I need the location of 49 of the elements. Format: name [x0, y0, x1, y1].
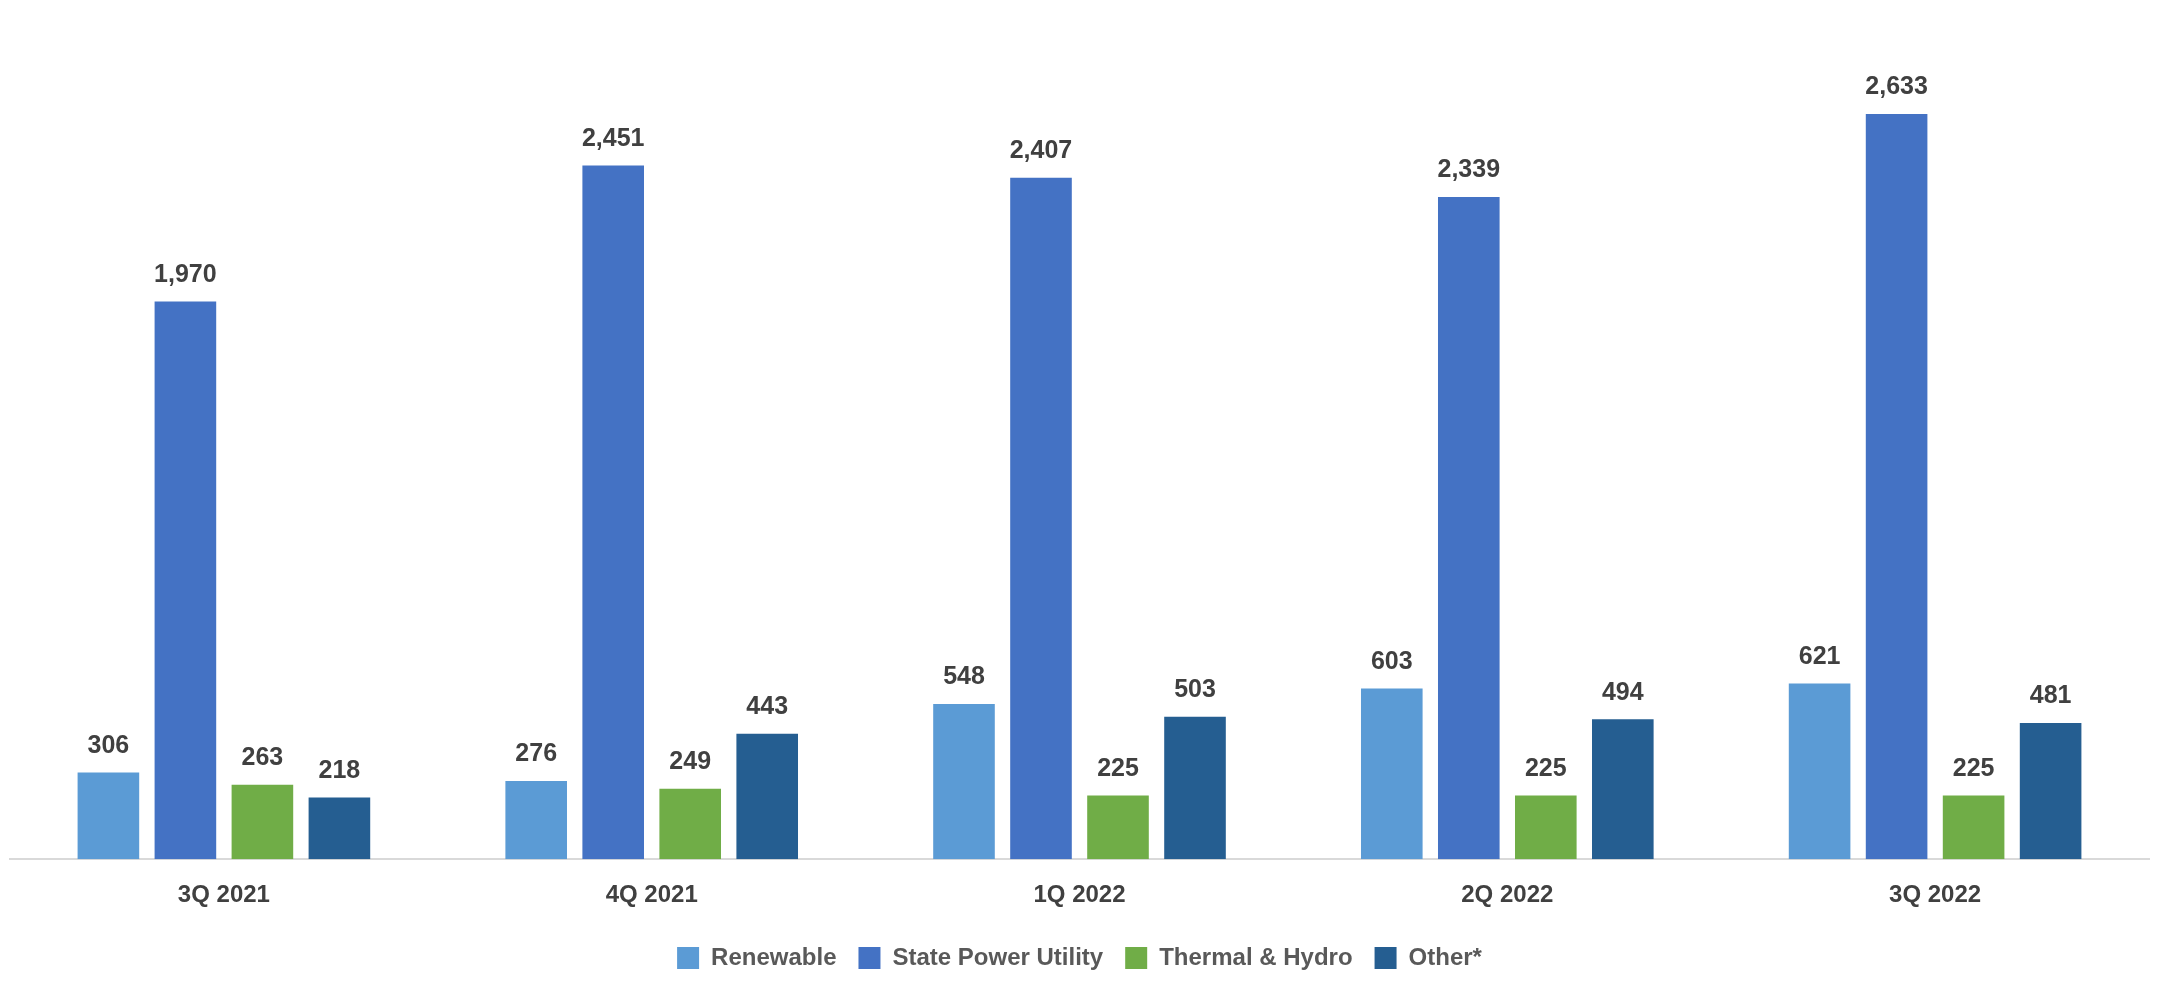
data-label: 603 — [1370, 645, 1413, 674]
data-label: 276 — [515, 738, 558, 767]
data-label: 481 — [2029, 680, 2072, 709]
legend-label: Other* — [1408, 942, 1483, 970]
x-tick-label: 4Q 2021 — [605, 880, 698, 908]
bar — [2019, 723, 2082, 860]
bar — [582, 165, 644, 860]
bar — [933, 704, 995, 860]
bar — [1438, 197, 1500, 860]
data-label: 494 — [1601, 676, 1644, 705]
data-label: 225 — [1097, 752, 1139, 781]
data-label: 2,339 — [1437, 154, 1501, 183]
legend-label: State Power Utility — [892, 942, 1104, 970]
data-label: 2,407 — [1009, 135, 1073, 164]
data-label: 2,451 — [581, 122, 645, 151]
bar — [1087, 795, 1149, 860]
x-tick-label: 3Q 2021 — [177, 880, 270, 908]
data-label: 218 — [318, 754, 361, 783]
bar — [1164, 716, 1226, 860]
bar — [308, 797, 371, 860]
data-label: 249 — [669, 746, 712, 775]
data-label: 548 — [943, 661, 985, 690]
bar — [1942, 795, 2005, 860]
x-tick-label: 3Q 2022 — [1889, 880, 1982, 908]
data-label: 503 — [1174, 674, 1216, 703]
bar — [736, 733, 799, 860]
x-tick-label: 2Q 2022 — [1461, 880, 1554, 908]
bar — [659, 788, 721, 860]
data-label: 263 — [241, 742, 284, 771]
data-label: 306 — [87, 729, 130, 758]
bar — [1865, 113, 1928, 860]
data-label: 621 — [1798, 640, 1841, 669]
bar — [154, 301, 217, 860]
data-label: 225 — [1952, 752, 1995, 781]
bar — [1360, 688, 1423, 860]
bar — [1592, 719, 1654, 860]
bar — [77, 772, 140, 860]
legend-label: Thermal & Hydro — [1159, 942, 1353, 970]
data-label: 443 — [746, 691, 789, 720]
legend-label: Renewable — [711, 942, 837, 970]
bar — [1515, 795, 1577, 860]
bar — [505, 781, 567, 860]
data-label: 2,633 — [1865, 71, 1928, 100]
data-label: 1,970 — [154, 258, 217, 287]
x-tick-label: 1Q 2022 — [1033, 880, 1126, 908]
bar — [231, 784, 294, 860]
bar — [1788, 683, 1851, 860]
bar — [1010, 177, 1072, 860]
data-label: 225 — [1524, 752, 1567, 781]
